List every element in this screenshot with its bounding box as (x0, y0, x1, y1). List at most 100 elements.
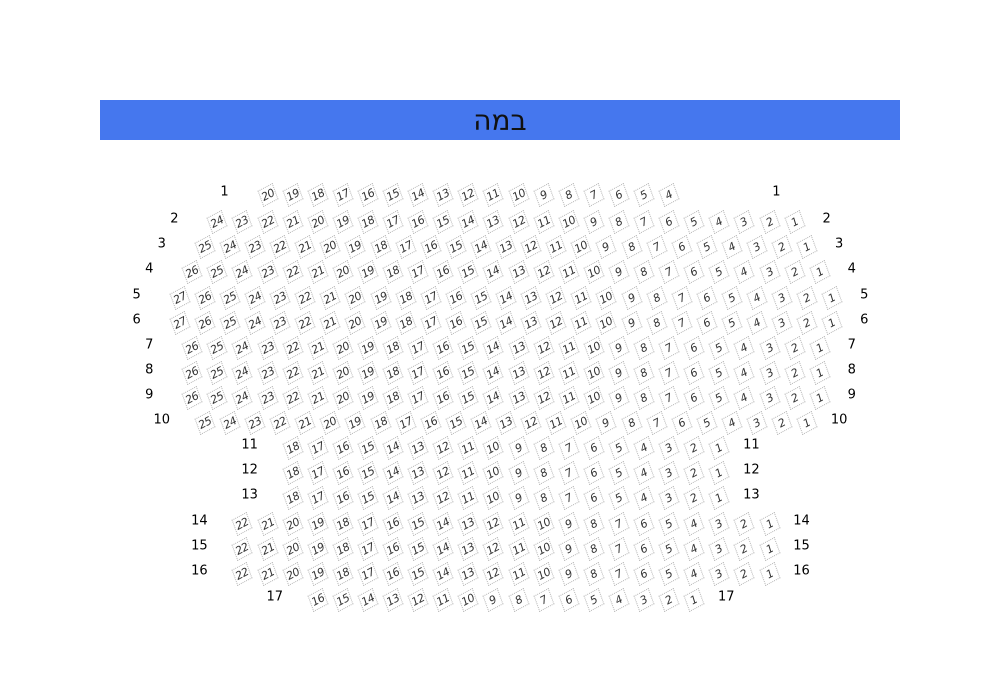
seat-row-3-24[interactable]: 24 (219, 234, 241, 260)
seat-row-14-11[interactable]: 11 (508, 511, 529, 537)
seat-row-17-8[interactable]: 8 (508, 587, 529, 613)
seat-row-14-5[interactable]: 5 (658, 511, 680, 537)
seat-row-9-6[interactable]: 6 (683, 385, 705, 411)
seat-row-14-21[interactable]: 21 (257, 511, 278, 537)
seat-row-7-22[interactable]: 22 (282, 335, 304, 361)
seat-row-9-25[interactable]: 25 (206, 385, 228, 411)
seat-row-15-1[interactable]: 1 (759, 536, 780, 562)
seat-row-16-13[interactable]: 13 (457, 561, 479, 587)
seat-row-7-5[interactable]: 5 (708, 335, 730, 361)
seat-row-9-1[interactable]: 1 (809, 385, 831, 411)
seat-row-2-11[interactable]: 11 (533, 209, 555, 235)
seat-row-14-12[interactable]: 12 (482, 511, 504, 537)
seat-row-13-10[interactable]: 10 (482, 485, 504, 511)
seat-row-3-20[interactable]: 20 (319, 234, 341, 260)
seat-row-1-14[interactable]: 14 (407, 182, 429, 208)
seat-row-5-2[interactable]: 2 (796, 285, 818, 311)
seat-row-5-5[interactable]: 5 (721, 285, 743, 311)
seat-row-15-22[interactable]: 22 (231, 536, 253, 562)
seat-row-12-6[interactable]: 6 (583, 460, 605, 486)
seat-row-9-4[interactable]: 4 (733, 385, 755, 411)
seat-row-3-11[interactable]: 11 (545, 234, 567, 260)
seat-row-15-8[interactable]: 8 (583, 536, 605, 562)
seat-row-16-10[interactable]: 10 (533, 561, 555, 587)
seat-row-15-15[interactable]: 15 (407, 536, 429, 562)
seat-row-7-26[interactable]: 26 (181, 335, 203, 361)
seat-row-14-2[interactable]: 2 (733, 511, 755, 537)
seat-row-15-4[interactable]: 4 (683, 536, 705, 562)
seat-row-10-5[interactable]: 5 (696, 410, 718, 436)
seat-row-9-16[interactable]: 16 (432, 385, 454, 411)
seat-row-12-12[interactable]: 12 (432, 460, 454, 486)
seat-row-9-18[interactable]: 18 (382, 385, 404, 411)
seat-row-15-12[interactable]: 12 (482, 536, 504, 562)
seat-row-6-5[interactable]: 5 (721, 310, 743, 336)
seat-row-5-13[interactable]: 13 (520, 285, 542, 311)
seat-row-6-4[interactable]: 4 (746, 310, 768, 336)
seat-row-3-16[interactable]: 16 (420, 234, 442, 260)
seat-row-3-21[interactable]: 21 (294, 234, 316, 260)
seat-row-4-17[interactable]: 17 (407, 259, 429, 285)
seat-row-7-13[interactable]: 13 (508, 335, 529, 361)
seat-row-13-14[interactable]: 14 (382, 485, 404, 511)
seat-row-15-11[interactable]: 11 (508, 536, 529, 562)
seat-row-5-17[interactable]: 17 (420, 285, 442, 311)
seat-row-5-19[interactable]: 19 (370, 285, 391, 311)
seat-row-14-16[interactable]: 16 (382, 511, 404, 537)
seat-row-11-11[interactable]: 11 (457, 435, 479, 461)
seat-row-16-21[interactable]: 21 (257, 561, 278, 587)
seat-row-8-26[interactable]: 26 (181, 360, 203, 386)
seat-row-6-20[interactable]: 20 (344, 310, 366, 336)
seat-row-8-22[interactable]: 22 (282, 360, 304, 386)
seat-row-15-2[interactable]: 2 (733, 536, 755, 562)
seat-row-4-23[interactable]: 23 (257, 259, 278, 285)
seat-row-10-8[interactable]: 8 (621, 410, 642, 436)
seat-row-6-7[interactable]: 7 (671, 310, 693, 336)
seat-row-9-9[interactable]: 9 (608, 385, 630, 411)
seat-row-7-12[interactable]: 12 (533, 335, 555, 361)
seat-row-10-19[interactable]: 19 (344, 410, 366, 436)
seat-row-9-21[interactable]: 21 (307, 385, 329, 411)
seat-row-6-21[interactable]: 21 (319, 310, 341, 336)
seat-row-1-18[interactable]: 18 (307, 182, 329, 208)
seat-row-4-10[interactable]: 10 (583, 259, 605, 285)
seat-row-6-6[interactable]: 6 (696, 310, 718, 336)
seat-row-15-21[interactable]: 21 (257, 536, 278, 562)
seat-row-7-14[interactable]: 14 (482, 335, 504, 361)
seat-row-10-13[interactable]: 13 (495, 410, 517, 436)
seat-row-3-10[interactable]: 10 (570, 234, 592, 260)
seat-row-9-12[interactable]: 12 (533, 385, 555, 411)
seat-row-10-20[interactable]: 20 (319, 410, 341, 436)
seat-row-13-11[interactable]: 11 (457, 485, 479, 511)
seat-row-5-21[interactable]: 21 (319, 285, 341, 311)
seat-row-4-12[interactable]: 12 (533, 259, 555, 285)
seat-row-9-8[interactable]: 8 (633, 385, 655, 411)
seat-row-2-17[interactable]: 17 (382, 209, 404, 235)
seat-row-9-15[interactable]: 15 (457, 385, 479, 411)
seat-row-11-14[interactable]: 14 (382, 435, 404, 461)
seat-row-4-24[interactable]: 24 (231, 259, 253, 285)
seat-row-2-16[interactable]: 16 (407, 209, 429, 235)
seat-row-10-9[interactable]: 9 (595, 410, 617, 436)
seat-row-11-4[interactable]: 4 (633, 435, 655, 461)
seat-row-10-17[interactable]: 17 (395, 410, 417, 436)
seat-row-2-6[interactable]: 6 (658, 209, 680, 235)
seat-row-17-10[interactable]: 10 (457, 587, 479, 613)
seat-row-16-7[interactable]: 7 (608, 561, 630, 587)
seat-row-16-11[interactable]: 11 (508, 561, 529, 587)
seat-row-4-8[interactable]: 8 (633, 259, 655, 285)
seat-row-16-12[interactable]: 12 (482, 561, 504, 587)
seat-row-11-1[interactable]: 1 (708, 435, 730, 461)
seat-row-11-9[interactable]: 9 (508, 435, 529, 461)
seat-row-5-6[interactable]: 6 (696, 285, 718, 311)
seat-row-11-15[interactable]: 15 (357, 435, 379, 461)
seat-row-3-14[interactable]: 14 (470, 234, 492, 260)
seat-row-3-19[interactable]: 19 (344, 234, 366, 260)
seat-row-1-15[interactable]: 15 (382, 182, 404, 208)
seat-row-4-4[interactable]: 4 (733, 259, 755, 285)
seat-row-14-14[interactable]: 14 (432, 511, 454, 537)
seat-row-7-10[interactable]: 10 (583, 335, 605, 361)
seat-row-11-12[interactable]: 12 (432, 435, 454, 461)
seat-row-5-1[interactable]: 1 (821, 285, 843, 311)
seat-row-2-12[interactable]: 12 (508, 209, 529, 235)
